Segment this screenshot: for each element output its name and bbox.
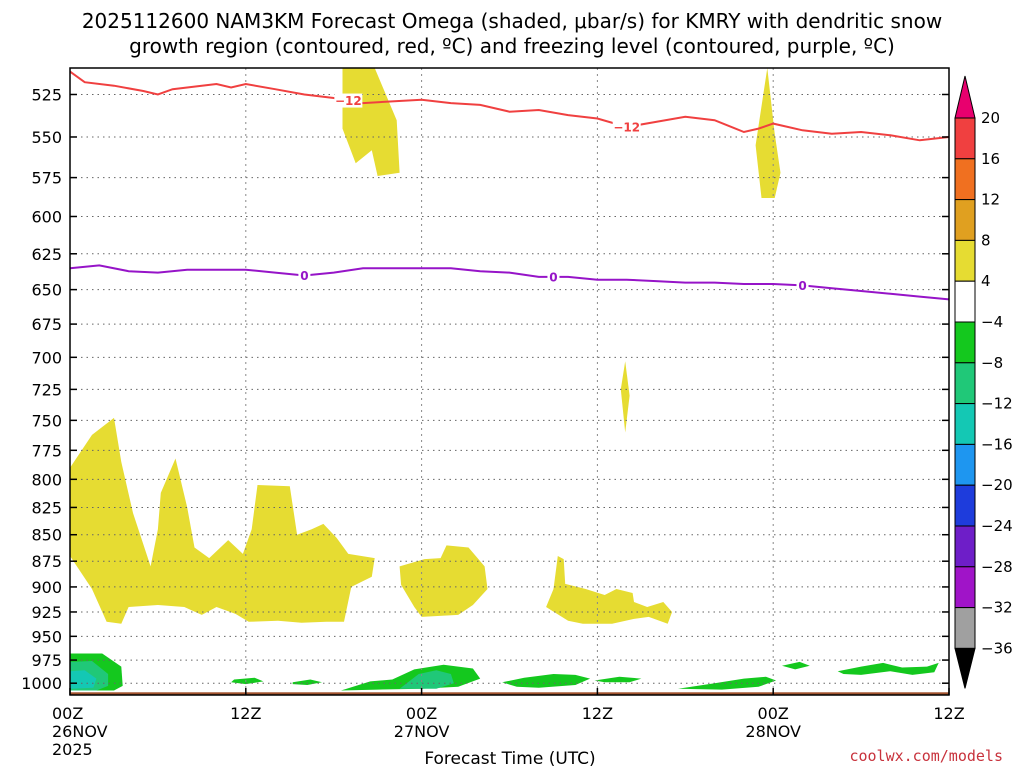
omega-shaded-region <box>231 677 264 685</box>
colorbar-swatch <box>954 199 976 241</box>
omega-shaded-region <box>70 670 97 689</box>
chart-title-line2: growth region (contoured, red, ºC) and f… <box>129 34 895 58</box>
colorbar-level-label: 16 <box>981 150 1000 168</box>
y-tick-label: 575 <box>31 169 62 188</box>
omega-shading-layer <box>70 68 939 691</box>
colorbar-swatch <box>954 607 976 649</box>
y-tick-label: 900 <box>31 578 62 597</box>
colorbar-level-label: −36 <box>981 639 1013 657</box>
colorbar-level-label: −20 <box>981 476 1013 494</box>
colorbar-level-label: −28 <box>981 558 1013 576</box>
colorbar-level-label: −16 <box>981 435 1013 453</box>
x-tick-label: 12Z <box>230 704 261 723</box>
y-axis: 525 550 575 600 625 650 675 700 725 750 775 800 825 8… <box>21 85 949 693</box>
source-credit: coolwx.com/models <box>849 747 1003 765</box>
colorbar-level-label: −8 <box>981 354 1003 372</box>
contour-label-bg <box>547 269 560 284</box>
colorbar-level-label: 8 <box>981 231 991 249</box>
x-tick-date: 27NOV <box>394 722 450 741</box>
y-tick-label: 800 <box>31 470 62 489</box>
contour-label-bg <box>612 119 641 134</box>
terrain-layer <box>70 692 949 695</box>
y-tick-label: 525 <box>31 85 62 104</box>
x-tick-year: 2025 <box>52 740 93 759</box>
colorbar-swatch <box>954 117 976 160</box>
y-tick-label: 750 <box>31 411 62 430</box>
y-tick-label: 600 <box>31 207 62 226</box>
omega-shaded-region <box>292 679 322 685</box>
colorbar-level-label: 4 <box>981 272 991 290</box>
x-tick-label: 00Z <box>406 704 437 723</box>
x-tick-label: 12Z <box>582 704 613 723</box>
y-tick-label: 825 <box>31 498 62 517</box>
y-tick-label: 1000 <box>21 674 62 693</box>
terrain-surface <box>70 692 949 695</box>
colorbar-level-label: −12 <box>981 395 1013 413</box>
colorbar-level-label: 20 <box>981 109 1000 127</box>
y-tick-label: 675 <box>31 315 62 334</box>
colorbar-level-label: 12 <box>981 191 1000 209</box>
colorbar-swatch <box>954 362 976 405</box>
contour-label-bg <box>298 268 311 283</box>
y-tick-label: 950 <box>31 627 62 646</box>
x-tick-date: 28NOV <box>745 722 801 741</box>
y-tick-label: 700 <box>31 348 62 367</box>
x-tick-label: 00Z <box>52 704 83 723</box>
x-tick-label: 12Z <box>933 704 964 723</box>
omega-shaded-region <box>782 661 810 670</box>
x-tick-label: 00Z <box>758 704 789 723</box>
colorbar-swatch <box>954 239 976 282</box>
colorbar-level-label: −24 <box>981 517 1013 535</box>
y-tick-label: 975 <box>31 651 62 670</box>
y-tick-label: 550 <box>31 128 62 147</box>
colorbar-top-arrow <box>954 75 976 119</box>
contour-label: −12 <box>335 94 362 108</box>
omega-shaded-region <box>678 676 777 690</box>
y-tick-label: 625 <box>31 245 62 264</box>
y-tick-label: 925 <box>31 603 62 622</box>
omega-shaded-region <box>546 556 673 624</box>
y-tick-label: 650 <box>31 281 62 300</box>
contour-label-bg <box>334 93 363 108</box>
colorbar-swatch <box>954 525 976 568</box>
colorbar-swatch <box>954 566 976 609</box>
colorbar-level-label: −32 <box>981 599 1013 617</box>
plot-frame <box>69 67 950 696</box>
x-axis-label: Forecast Time (UTC) <box>424 749 595 768</box>
omega-shaded-region <box>837 662 939 675</box>
x-tick-date: 26NOV <box>52 722 108 741</box>
omega-shaded-region <box>594 676 642 683</box>
contour-label: 0 <box>300 269 308 283</box>
omega-shaded-region <box>502 674 591 688</box>
chart-title-line1: 2025112600 NAM3KM Forecast Omega (shaded… <box>82 9 942 33</box>
colorbar-swatch <box>954 484 976 527</box>
y-tick-label: 775 <box>31 441 62 460</box>
omega-shaded-region <box>755 68 781 198</box>
contour-layer: −12 −12 0 0 0 <box>69 70 950 301</box>
colorbar-swatch <box>954 280 976 323</box>
colorbar-swatch <box>954 403 976 445</box>
contour-label-bg <box>796 278 809 293</box>
colorbar-swatch <box>954 158 976 201</box>
y-tick-label: 850 <box>31 526 62 545</box>
y-tick-label: 725 <box>31 380 62 399</box>
y-tick-label: 875 <box>31 552 62 571</box>
contour-label: −12 <box>613 120 640 134</box>
omega-shaded-region <box>399 670 454 689</box>
colorbar-bottom-arrow <box>954 647 976 689</box>
omega-shaded-region <box>399 545 488 617</box>
contour-label: 0 <box>549 270 557 284</box>
colorbar-swatch <box>954 443 976 486</box>
contour-label: 0 <box>798 279 806 293</box>
omega-shaded-region <box>620 361 630 433</box>
omega-shaded-region <box>70 417 375 624</box>
colorbar-level-label: −4 <box>981 313 1003 331</box>
colorbar: 20 16 12 8 4 −4 −8 −12 −16 −20 −24 −28 −32 −36 <box>954 75 1013 689</box>
colorbar-swatch <box>954 321 976 364</box>
contour-line <box>69 70 950 142</box>
